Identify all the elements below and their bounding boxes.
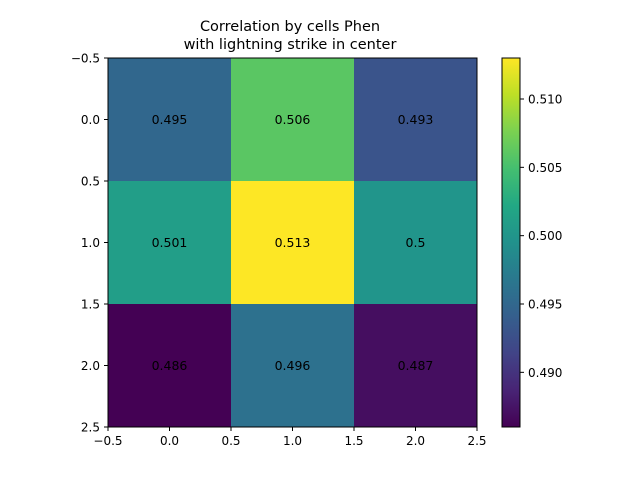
heatmap-cell xyxy=(231,304,354,427)
cell-annotations: 0.495 0.506 0.493 0.501 0.513 0.5 0.486 0.496 0.… xyxy=(152,112,434,373)
heatmap-cell xyxy=(108,181,231,304)
heatmap-cell xyxy=(354,304,477,427)
x-tick-label: 2.5 xyxy=(467,434,486,448)
heatmap-cells xyxy=(108,58,477,427)
colorbar-frame xyxy=(501,57,521,428)
y-tick-label: 2.5 xyxy=(81,421,100,435)
heatmap-cell xyxy=(108,304,231,427)
y-tick-label: 1.5 xyxy=(81,298,100,312)
colorbar-tick-label: 0.510 xyxy=(528,93,562,107)
colorbar-tick-label: 0.500 xyxy=(528,229,562,243)
cell-value-label: 0.5 xyxy=(406,235,426,250)
y-axis-ticks: −0.5 0.0 0.5 1.0 1.5 2.0 2.5 xyxy=(71,52,108,435)
cell-value-label: 0.493 xyxy=(398,112,434,127)
y-tick-label: 2.0 xyxy=(81,359,100,373)
y-tick-label: 0.0 xyxy=(81,113,100,127)
chart-title-line: with lightning strike in center xyxy=(184,37,397,53)
cell-value-label: 0.506 xyxy=(275,112,311,127)
colorbar-ticks: 0.490 0.495 0.500 0.505 0.510 xyxy=(520,93,562,380)
cell-value-label: 0.495 xyxy=(152,112,188,127)
x-axis-ticks: −0.5 0.0 0.5 1.0 1.5 2.0 2.5 xyxy=(93,427,487,448)
heatmap-cell xyxy=(231,181,354,304)
x-tick-label: 2.0 xyxy=(406,434,425,448)
heatmap-cell xyxy=(354,181,477,304)
chart-title-line: Correlation by cells Phen xyxy=(200,19,380,35)
colorbar xyxy=(502,58,520,427)
cell-value-label: 0.487 xyxy=(398,358,434,373)
y-tick-label: 1.0 xyxy=(81,236,100,250)
cell-value-label: 0.496 xyxy=(275,358,311,373)
heatmap-cell xyxy=(354,58,477,181)
y-tick-label: −0.5 xyxy=(71,52,100,66)
x-tick-label: 0.5 xyxy=(221,434,240,448)
colorbar-tick-label: 0.495 xyxy=(528,298,562,312)
chart-title: Correlation by cells Phen with lightning … xyxy=(184,19,397,53)
x-tick-label: 1.5 xyxy=(344,434,363,448)
cell-value-label: 0.513 xyxy=(275,235,311,250)
cell-value-label: 0.486 xyxy=(152,358,188,373)
x-tick-label: 1.0 xyxy=(283,434,302,448)
x-tick-label: 0.0 xyxy=(160,434,179,448)
y-tick-label: 0.5 xyxy=(81,175,100,189)
colorbar-tick-label: 0.505 xyxy=(528,161,562,175)
x-tick-label: −0.5 xyxy=(93,434,122,448)
heatmap-cell xyxy=(231,58,354,181)
cell-value-label: 0.501 xyxy=(152,235,188,250)
heatmap-cell xyxy=(108,58,231,181)
colorbar-tick-label: 0.490 xyxy=(528,366,562,380)
